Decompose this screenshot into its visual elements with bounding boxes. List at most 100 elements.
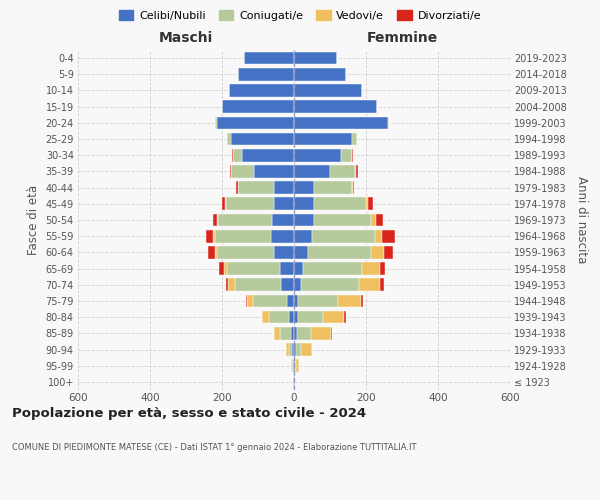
Bar	[215, 230, 271, 242]
Bar	[352, 132, 357, 145]
Bar	[344, 311, 346, 324]
Bar	[286, 343, 289, 356]
Bar	[292, 360, 293, 372]
Bar	[362, 262, 380, 275]
Text: COMUNE DI PIEDIMONTE MATESE (CE) - Dati ISTAT 1° gennaio 2024 - Elaborazione TUT: COMUNE DI PIEDIMONTE MATESE (CE) - Dati …	[12, 442, 416, 452]
Bar	[272, 214, 294, 226]
Bar	[215, 246, 217, 258]
Bar	[292, 343, 294, 356]
Bar	[312, 230, 375, 242]
Text: Popolazione per età, sesso e stato civile - 2024: Popolazione per età, sesso e stato civil…	[12, 408, 366, 420]
Text: Femmine: Femmine	[367, 31, 437, 45]
Bar	[371, 246, 384, 258]
Legend: Celibi/Nubili, Coniugati/e, Vedovi/e, Divorziati/e: Celibi/Nubili, Coniugati/e, Vedovi/e, Di…	[115, 6, 485, 25]
Bar	[230, 165, 231, 177]
Bar	[296, 360, 299, 372]
Bar	[294, 311, 298, 324]
Bar	[294, 230, 312, 242]
Bar	[368, 198, 373, 210]
Bar	[233, 149, 242, 162]
Bar	[206, 230, 213, 242]
Bar	[217, 246, 274, 258]
Bar	[254, 165, 294, 177]
Bar	[253, 294, 287, 308]
Bar	[293, 376, 294, 388]
Bar	[208, 246, 215, 258]
Bar	[294, 376, 295, 388]
Bar	[331, 327, 332, 340]
Bar	[280, 262, 294, 275]
Bar	[226, 278, 228, 291]
Bar	[366, 198, 368, 210]
Bar	[293, 360, 294, 372]
Bar	[384, 246, 393, 258]
Bar	[280, 327, 291, 340]
Bar	[227, 262, 280, 275]
Bar	[382, 230, 395, 242]
Bar	[242, 149, 294, 162]
Bar	[238, 182, 274, 194]
Bar	[232, 149, 233, 162]
Bar	[303, 262, 362, 275]
Bar	[314, 198, 366, 210]
Bar	[294, 360, 295, 372]
Bar	[294, 246, 308, 258]
Bar	[212, 214, 217, 226]
Bar	[291, 327, 294, 340]
Bar	[380, 278, 384, 291]
Bar	[352, 182, 353, 194]
Bar	[296, 343, 301, 356]
Bar	[231, 132, 294, 145]
Bar	[294, 182, 314, 194]
Bar	[294, 165, 330, 177]
Bar	[235, 278, 281, 291]
Bar	[298, 311, 323, 324]
Bar	[294, 198, 314, 210]
Bar	[262, 311, 269, 324]
Bar	[294, 52, 337, 64]
Bar	[269, 311, 289, 324]
Bar	[338, 294, 361, 308]
Bar	[294, 100, 377, 113]
Bar	[228, 278, 235, 291]
Bar	[224, 198, 226, 210]
Bar	[227, 132, 231, 145]
Bar	[274, 182, 294, 194]
Bar	[281, 278, 294, 291]
Bar	[246, 294, 247, 308]
Bar	[301, 343, 312, 356]
Bar	[294, 262, 303, 275]
Bar	[314, 214, 371, 226]
Bar	[238, 68, 294, 80]
Bar	[236, 182, 238, 194]
Bar	[294, 149, 341, 162]
Bar	[215, 116, 217, 129]
Bar	[244, 52, 294, 64]
Bar	[298, 294, 338, 308]
Bar	[356, 165, 358, 177]
Bar	[294, 214, 314, 226]
Bar	[341, 149, 352, 162]
Bar	[311, 327, 331, 340]
Bar	[220, 262, 224, 275]
Bar	[294, 343, 296, 356]
Bar	[380, 262, 385, 275]
Text: Maschi: Maschi	[159, 31, 213, 45]
Bar	[323, 311, 344, 324]
Bar	[274, 198, 294, 210]
Bar	[314, 182, 352, 194]
Bar	[361, 294, 363, 308]
Bar	[229, 84, 294, 97]
Bar	[352, 149, 353, 162]
Bar	[218, 214, 272, 226]
Bar	[294, 68, 346, 80]
Bar	[371, 214, 376, 226]
Bar	[271, 230, 294, 242]
Bar	[224, 262, 227, 275]
Bar	[217, 116, 294, 129]
Bar	[375, 230, 382, 242]
Bar	[297, 327, 311, 340]
Bar	[355, 165, 356, 177]
Bar	[287, 294, 294, 308]
Bar	[376, 214, 383, 226]
